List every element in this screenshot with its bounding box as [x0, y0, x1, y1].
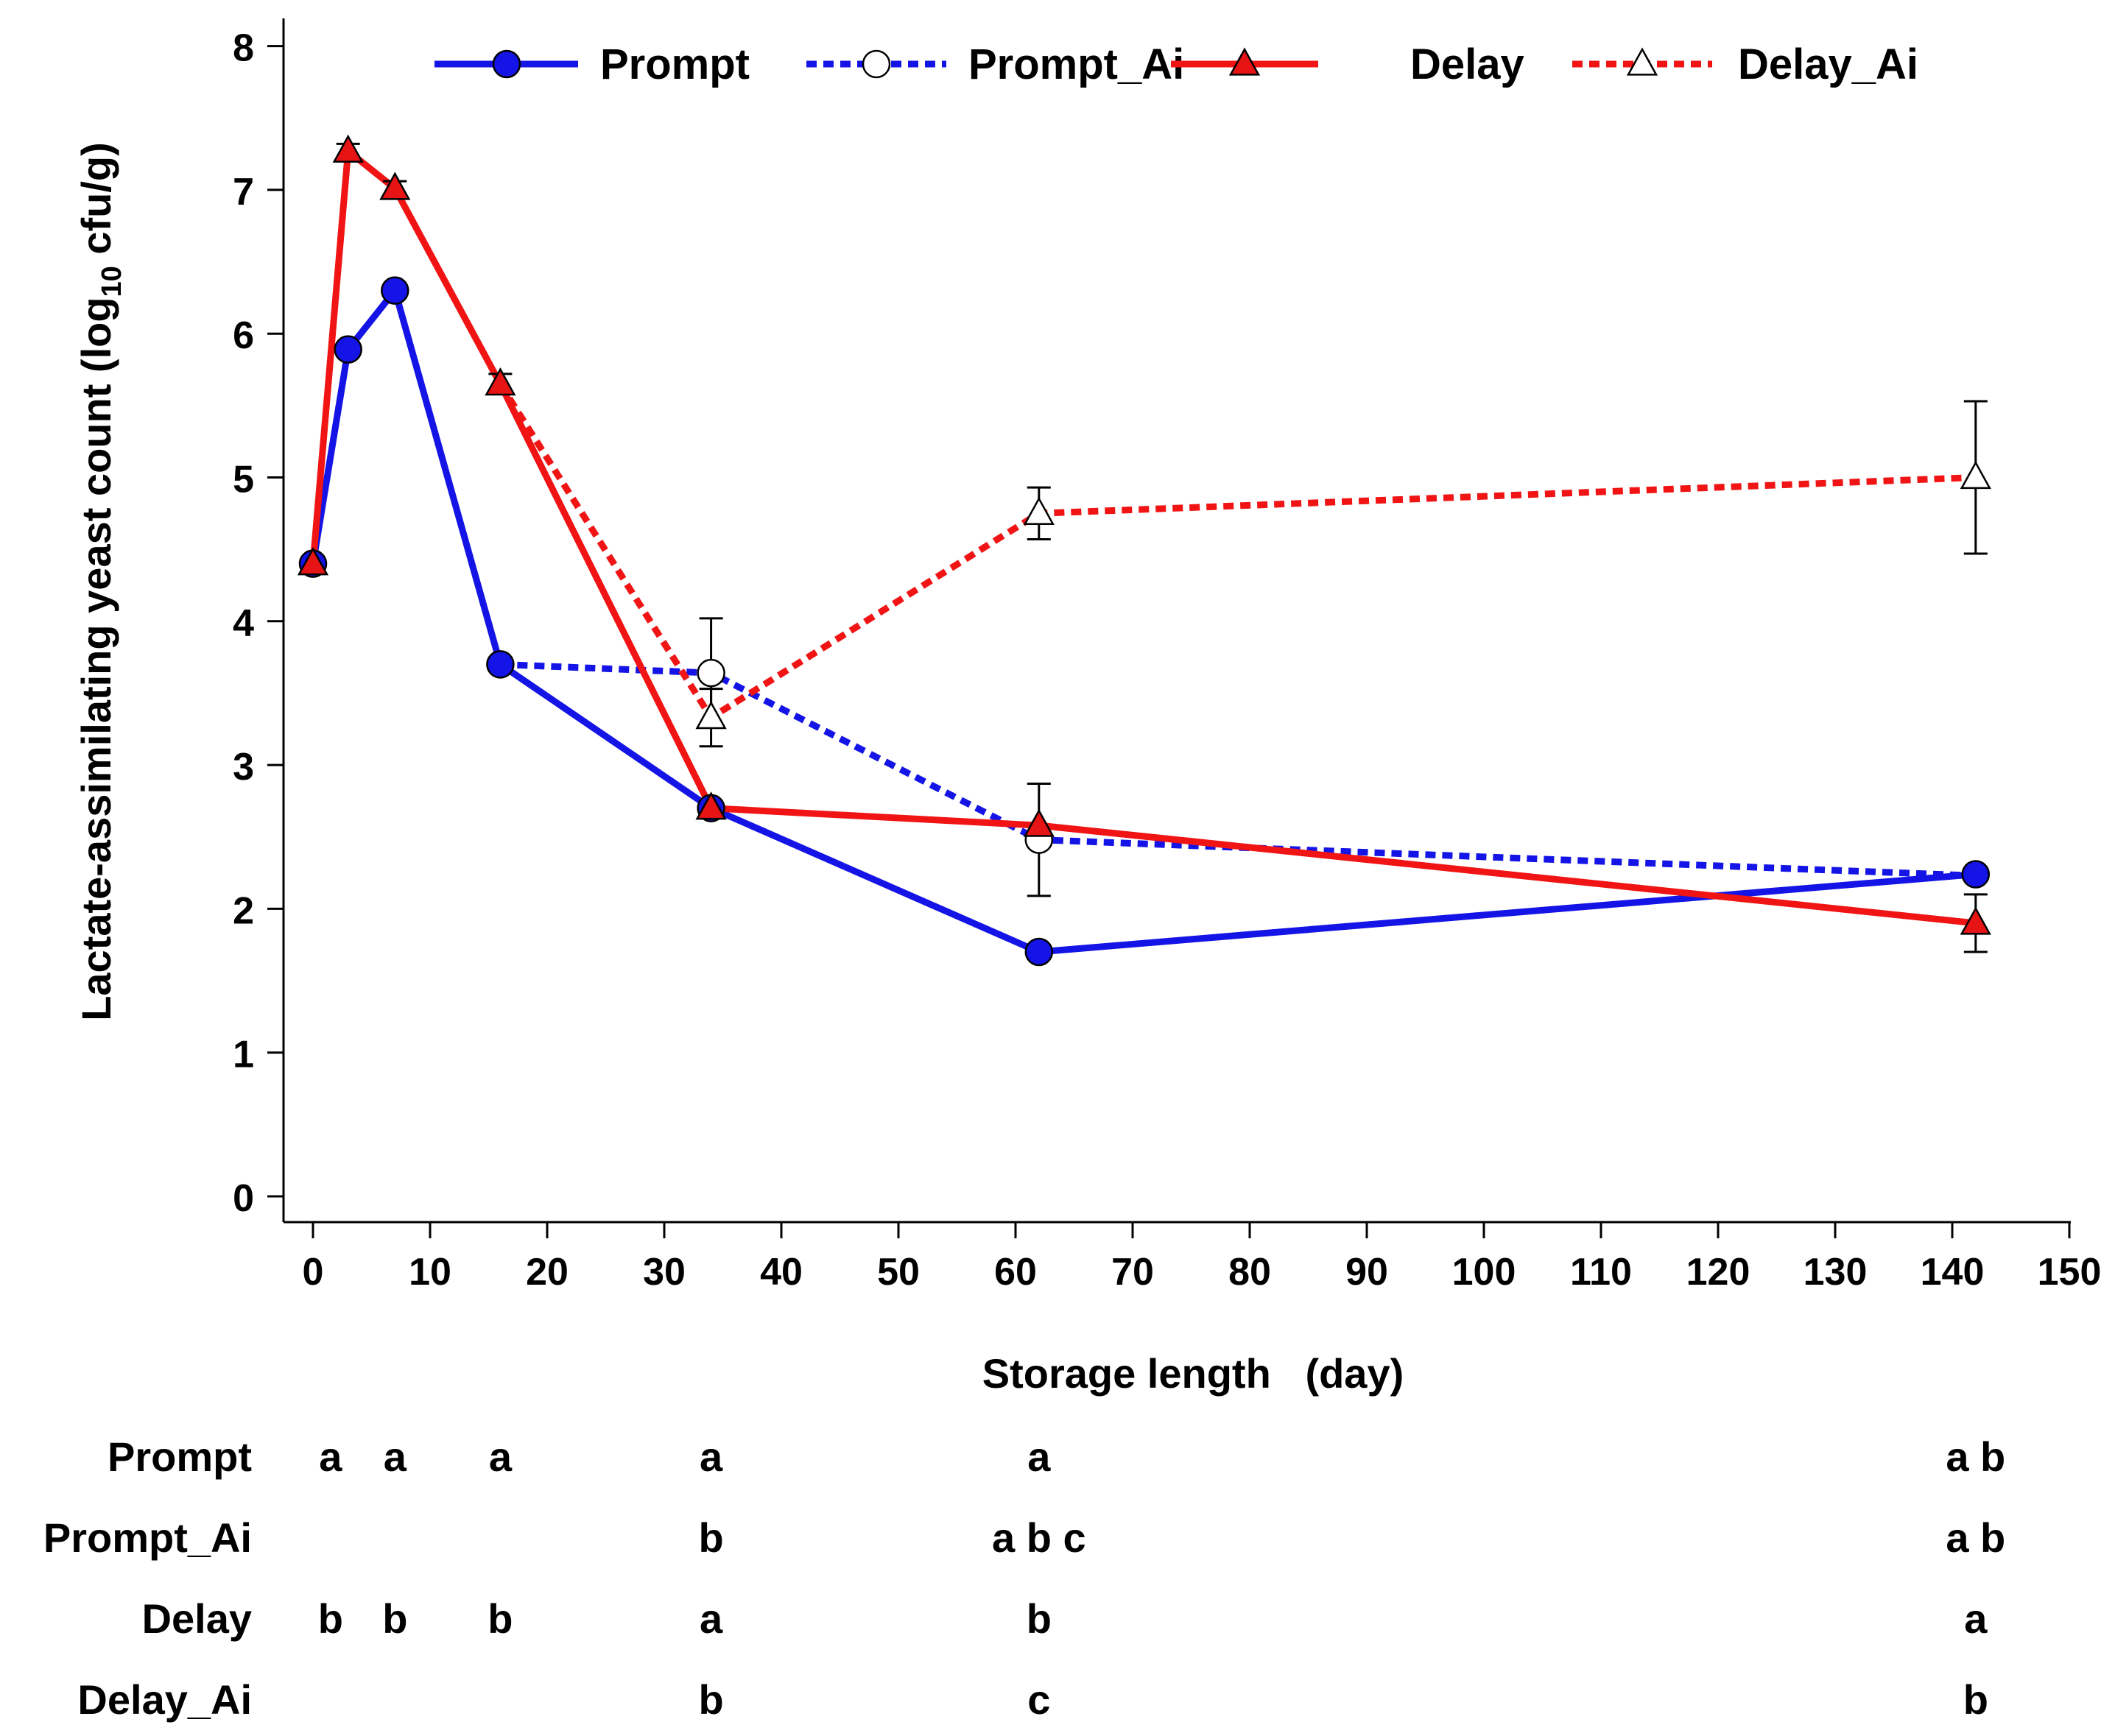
series-line-prompt-ai	[500, 660, 1976, 879]
sig-letter: b	[1963, 1676, 1988, 1723]
data-point-delay	[485, 367, 516, 396]
x-axis-label: Storage length (day)	[982, 1350, 1404, 1397]
x-tick-label: 60	[994, 1251, 1037, 1294]
x-tick-label: 20	[526, 1251, 569, 1294]
x-tick-label: 40	[760, 1251, 803, 1294]
y-tick-label: 0	[233, 1177, 254, 1220]
data-point-prompt-ai	[697, 658, 725, 688]
legend-marker	[1228, 47, 1261, 76]
data-point-prompt	[1024, 937, 1054, 967]
x-tick-label: 10	[409, 1251, 451, 1294]
y-axis-label-main: Lactate-assimilating yeast count (log	[73, 297, 119, 1020]
x-tick-label: 120	[1686, 1251, 1750, 1294]
sig-letter: a	[700, 1595, 723, 1642]
y-axis-label-end: cfu/g)	[73, 142, 119, 266]
sig-letter: a	[1964, 1595, 1988, 1642]
legend-label: Prompt	[600, 40, 750, 88]
x-tick-label: 30	[643, 1251, 686, 1294]
data-point-delay	[332, 134, 364, 163]
x-tick-label: 150	[2038, 1251, 2102, 1294]
y-tick-label: 6	[233, 314, 254, 357]
sig-letter: b	[488, 1595, 513, 1642]
sig-letter: a b	[1946, 1514, 2005, 1561]
sig-row-delay: Delay b b b a b a	[142, 1595, 1988, 1642]
data-point-prompt	[486, 650, 515, 679]
y-tick-label: 5	[233, 459, 254, 501]
data-point-delay-ai	[1023, 496, 1055, 525]
sig-letter: c	[1027, 1676, 1050, 1723]
sig-letter: a	[489, 1433, 513, 1480]
sig-row-prompt-ai: Prompt_Ai b a b c a b	[43, 1514, 2005, 1561]
sig-row-prompt: Prompt a a a a a a b	[108, 1433, 2005, 1480]
legend: Prompt Prompt_Ai Delay Delay_Ai	[434, 40, 1918, 88]
x-tick-label: 140	[1921, 1251, 1985, 1294]
legend-label: Prompt_Ai	[968, 40, 1184, 88]
sig-letter: b	[318, 1595, 343, 1642]
sig-letter: b	[698, 1676, 723, 1723]
legend-item-delay: Delay	[1171, 40, 1524, 88]
sig-row-label: Prompt	[108, 1433, 252, 1480]
y-axis-label: Lactate-assimilating yeast count (log10 …	[73, 142, 127, 1021]
y-tick-label: 3	[233, 746, 254, 788]
y-tick-label: 1	[233, 1034, 254, 1076]
data-point-delay	[297, 547, 329, 576]
sig-letter: a	[319, 1433, 342, 1480]
x-tick-label: 50	[877, 1251, 920, 1294]
data-point-prompt	[381, 276, 409, 305]
sig-letter: a b	[1946, 1433, 2005, 1480]
legend-marker	[862, 49, 891, 79]
x-tick-label: 0	[303, 1251, 324, 1294]
data-point-delay	[1960, 906, 1991, 935]
sig-letter: a	[1027, 1433, 1051, 1480]
data-point-delay	[695, 791, 727, 820]
data-point-delay-ai	[695, 701, 727, 730]
series-line-prompt	[309, 287, 1979, 956]
data-point-prompt	[1961, 860, 1991, 889]
legend-marker	[492, 49, 521, 79]
data-point-prompt	[334, 335, 362, 364]
x-tick-label: 130	[1803, 1251, 1868, 1294]
y-axis-label-subscript: 10	[96, 266, 127, 297]
sig-letter: b	[698, 1514, 723, 1561]
y-tick-label: 8	[233, 27, 254, 70]
sig-letter: a b c	[992, 1514, 1086, 1561]
legend-item-prompt: Prompt	[434, 40, 750, 88]
sig-row-delay-ai: Delay_Ai b c b	[77, 1676, 1988, 1723]
series-layer	[297, 134, 1991, 967]
sig-letter: a	[384, 1433, 407, 1480]
data-point-delay	[1023, 808, 1055, 837]
sig-row-label: Prompt_Ai	[43, 1514, 252, 1561]
legend-marker	[1626, 47, 1658, 76]
x-tick-label: 90	[1345, 1251, 1388, 1294]
x-tick-label: 80	[1228, 1251, 1271, 1294]
legend-label: Delay	[1410, 40, 1524, 88]
x-tick-label: 70	[1111, 1251, 1154, 1294]
legend-item-prompt-ai: Prompt_Ai	[806, 40, 1184, 88]
y-tick-label: 7	[233, 171, 254, 214]
sig-letter: b	[382, 1595, 407, 1642]
x-tick-label: 110	[1570, 1251, 1632, 1294]
data-point-delay	[379, 172, 411, 200]
sig-letter: b	[1027, 1595, 1052, 1642]
y-tick-label: 4	[233, 602, 254, 645]
y-tick-label: 2	[233, 889, 254, 932]
data-point-delay-ai	[1960, 460, 1991, 490]
sig-letter: a	[700, 1433, 723, 1480]
sig-row-label: Delay	[142, 1595, 252, 1642]
sig-row-label: Delay_Ai	[77, 1676, 252, 1723]
series-line-delay	[309, 147, 1979, 927]
legend-item-delay-ai: Delay_Ai	[1572, 40, 1918, 88]
x-tick-label: 100	[1452, 1251, 1516, 1294]
legend-label: Delay_Ai	[1738, 40, 1918, 88]
